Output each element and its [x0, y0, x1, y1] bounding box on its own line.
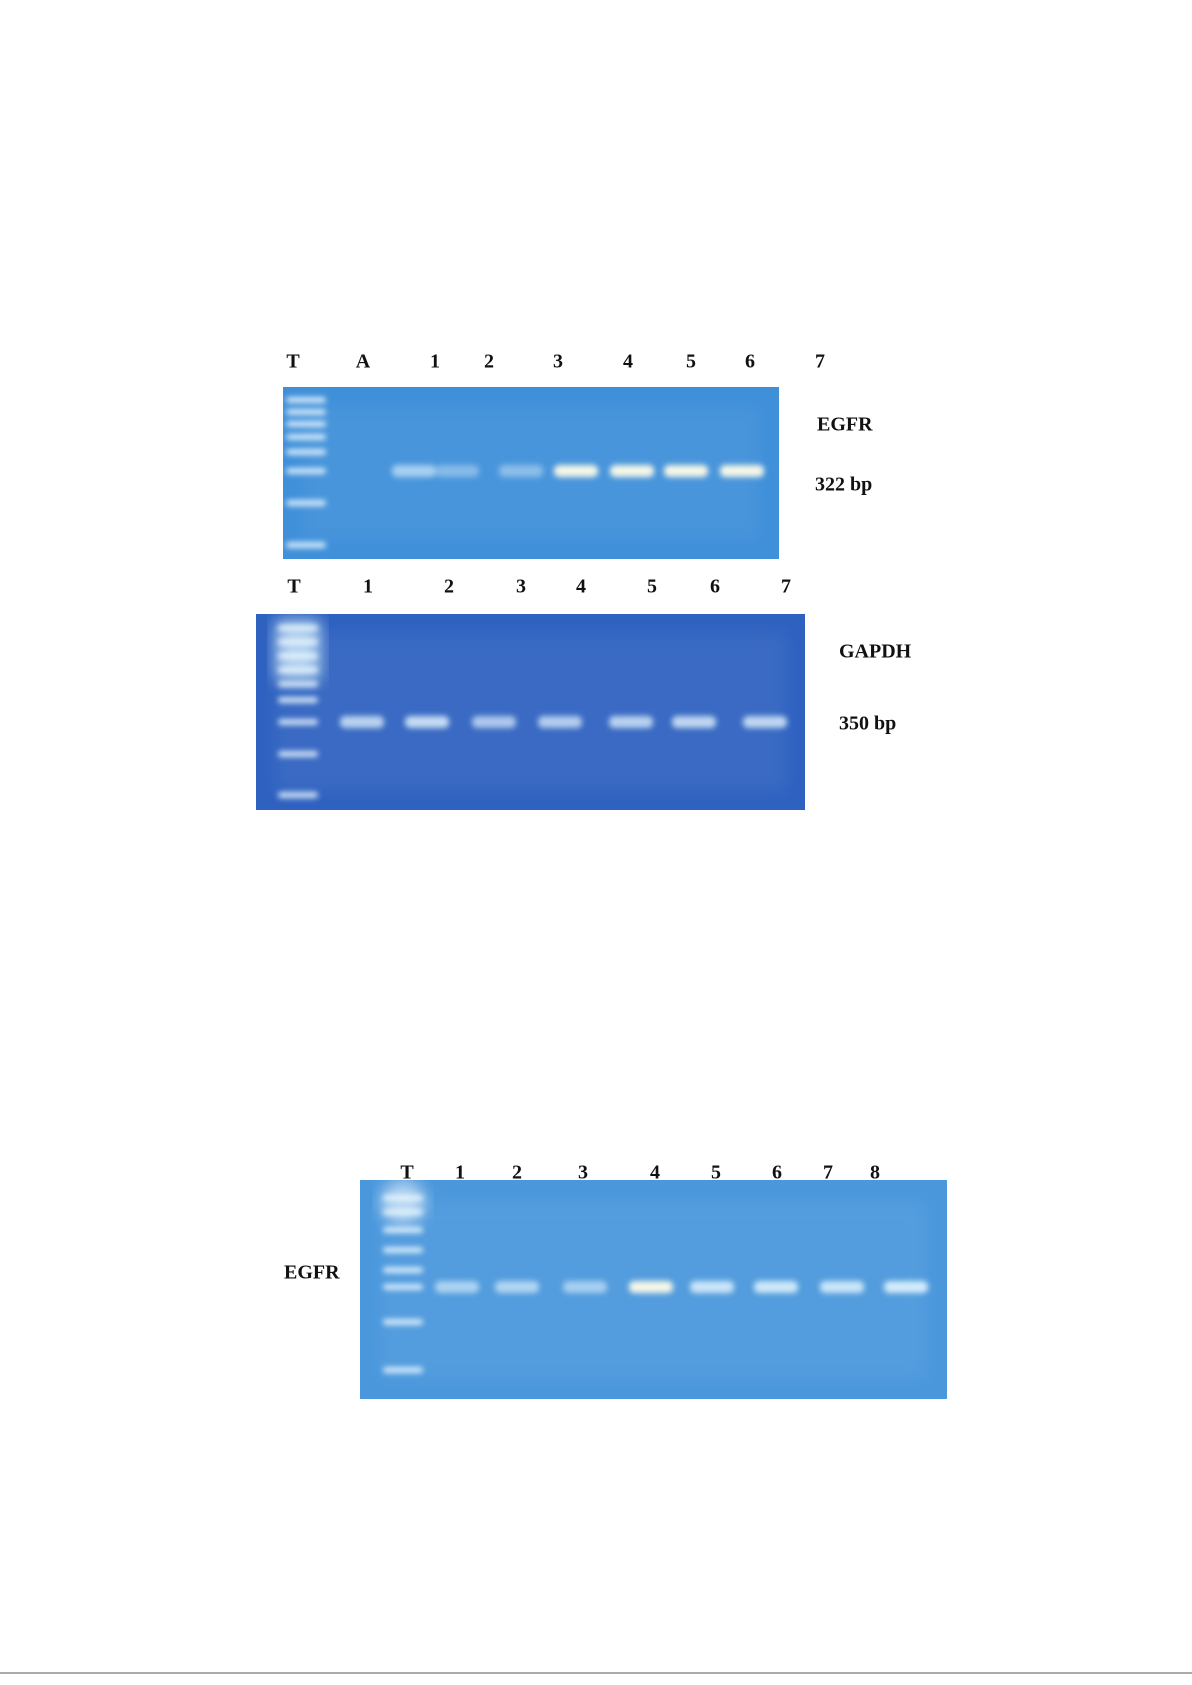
lane-label: 1	[363, 576, 373, 598]
ladder-band	[383, 1209, 423, 1215]
ladder-band	[286, 434, 326, 440]
lane-label: 7	[815, 351, 825, 373]
gel-shade	[276, 634, 785, 790]
sample-band	[743, 716, 787, 728]
ladder-band	[383, 1227, 423, 1233]
sample-band	[672, 716, 716, 728]
lane-label: 6	[710, 576, 720, 598]
ladder-band	[286, 468, 326, 474]
ladder-band	[286, 397, 326, 403]
sample-band	[610, 465, 654, 477]
sample-band	[884, 1281, 928, 1293]
ladder-band	[286, 409, 326, 415]
gene-label: EGFR	[284, 1262, 340, 1284]
ladder-band	[383, 1247, 423, 1253]
lane-label: T	[287, 576, 301, 598]
sample-band	[340, 716, 384, 728]
ladder-band	[286, 449, 326, 455]
ladder-band	[278, 625, 318, 631]
ladder-band	[383, 1195, 423, 1201]
lane-label: 6	[772, 1162, 782, 1184]
sample-band	[690, 1281, 734, 1293]
ladder-band	[383, 1319, 423, 1325]
lane-label: 3	[516, 576, 526, 598]
ladder-band	[278, 792, 318, 798]
sample-band	[609, 716, 653, 728]
ladder-band	[278, 751, 318, 757]
sample-band	[563, 1281, 607, 1293]
sample-band	[720, 465, 764, 477]
gene-label: EGFR	[817, 414, 873, 436]
gel-figure	[283, 387, 779, 559]
ladder-band	[383, 1284, 423, 1290]
sample-band	[392, 465, 436, 477]
ladder-band	[286, 500, 326, 506]
ladder-band	[278, 719, 318, 725]
sample-band	[405, 716, 449, 728]
lane-label: 6	[745, 351, 755, 373]
gel-figure	[360, 1180, 947, 1399]
lane-label: 4	[576, 576, 586, 598]
size-label: 322 bp	[815, 474, 872, 496]
gel-figure	[256, 614, 805, 810]
lane-label: 4	[623, 351, 633, 373]
lane-label: 5	[647, 576, 657, 598]
sample-band	[754, 1281, 798, 1293]
lane-label: 5	[686, 351, 696, 373]
lane-label: 4	[650, 1162, 660, 1184]
ladder-band	[286, 421, 326, 427]
lane-label: T	[286, 351, 300, 373]
ladder-band	[286, 542, 326, 548]
lane-label: 2	[444, 576, 454, 598]
sample-band	[664, 465, 708, 477]
lane-label: 2	[484, 351, 494, 373]
ladder-band	[278, 667, 318, 673]
lane-label: 3	[578, 1162, 588, 1184]
sample-band	[538, 716, 582, 728]
sample-band	[472, 716, 516, 728]
sample-band	[629, 1281, 673, 1293]
sample-band	[435, 1281, 479, 1293]
ladder-band	[278, 681, 318, 687]
ladder-band	[278, 653, 318, 659]
ladder-band	[383, 1267, 423, 1273]
lane-label: 1	[455, 1162, 465, 1184]
lane-label: 2	[512, 1162, 522, 1184]
ladder-band	[383, 1367, 423, 1373]
sample-band	[554, 465, 598, 477]
ladder-band	[278, 639, 318, 645]
lane-label: 7	[823, 1162, 833, 1184]
lane-label: 5	[711, 1162, 721, 1184]
lane-label: 3	[553, 351, 563, 373]
lane-label: 7	[781, 576, 791, 598]
lane-label: 8	[870, 1162, 880, 1184]
ladder-band	[278, 697, 318, 703]
size-label: 350 bp	[839, 713, 896, 735]
lane-label: A	[356, 351, 371, 373]
sample-band	[820, 1281, 864, 1293]
sample-band	[435, 465, 479, 477]
ladder-well	[381, 1180, 425, 1224]
sample-band	[499, 465, 543, 477]
lane-label: 1	[430, 351, 440, 373]
gene-label: GAPDH	[839, 641, 912, 663]
lane-label: T	[400, 1162, 414, 1184]
sample-band	[495, 1281, 539, 1293]
